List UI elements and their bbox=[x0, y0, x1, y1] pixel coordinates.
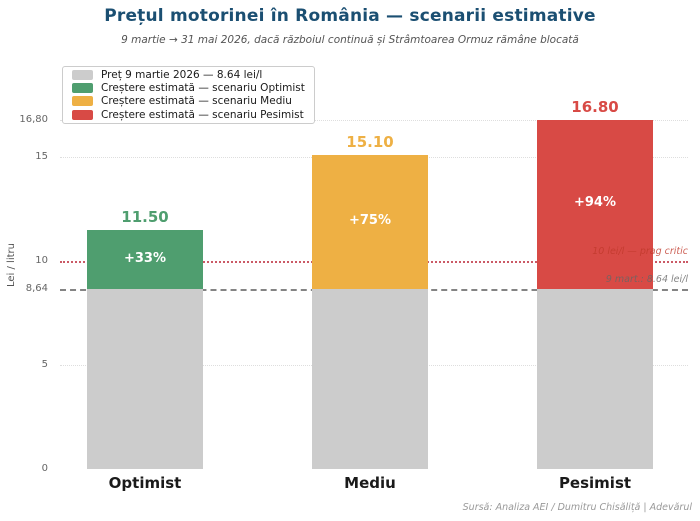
bar-increase-segment bbox=[312, 154, 428, 290]
bar-total-label: 11.50 bbox=[121, 207, 169, 226]
legend-swatch-icon bbox=[72, 69, 93, 80]
bar-total-label: 15.10 bbox=[346, 132, 394, 151]
legend-item-label: Creștere estimată — scenariu Mediu bbox=[101, 95, 292, 108]
bar-percent-label: +94% bbox=[573, 195, 616, 211]
legend-swatch-icon bbox=[72, 109, 93, 120]
legend-item-label: Creștere estimată — scenariu Pesimist bbox=[101, 108, 304, 121]
y-tick-label: 10 bbox=[35, 255, 48, 266]
y-tick-label: 8,64 bbox=[25, 283, 48, 295]
legend-item: Creștere estimată — scenariu Pesimist bbox=[72, 108, 305, 121]
chart-subtitle: 9 martie → 31 mai 2026, dacă războiul co… bbox=[121, 34, 579, 46]
x-category-label: Mediu bbox=[344, 474, 396, 492]
chart-title: Prețul motorinei în România — scenarii e… bbox=[104, 6, 596, 26]
reference-line-label: 9 mart.: 8.64 lei/l bbox=[605, 274, 688, 286]
bar-increase-segment bbox=[87, 229, 203, 290]
y-tick-label: 0 bbox=[41, 463, 48, 474]
legend-item-label: Creștere estimată — scenariu Optimist bbox=[101, 82, 305, 95]
x-category-label: Pesimist bbox=[558, 474, 632, 492]
bar-percent-label: +75% bbox=[348, 213, 391, 229]
x-category-label: Optimist bbox=[108, 474, 182, 492]
gridline bbox=[60, 119, 688, 121]
legend-item: Preț 9 martie 2026 — 8.64 lei/l bbox=[72, 68, 305, 81]
legend-box: Preț 9 martie 2026 — 8.64 lei/l Creștere … bbox=[62, 66, 315, 124]
y-tick-label: 16,80 bbox=[19, 113, 48, 125]
legend-item: Creștere estimată — scenariu Optimist bbox=[72, 81, 305, 94]
bar-base-segment bbox=[312, 289, 428, 469]
bar-base-segment bbox=[87, 289, 203, 469]
legend-item-label: Preț 9 martie 2026 — 8.64 lei/l bbox=[101, 68, 263, 81]
reference-line-label: 10 lei/l — prag critic bbox=[592, 246, 688, 257]
legend-swatch-icon bbox=[72, 83, 93, 94]
bar-increase-segment bbox=[537, 119, 653, 290]
y-tick-label: 15 bbox=[35, 151, 48, 162]
source-credit: Sursă: Analiza AEI / Dumitru Chisăliță |… bbox=[462, 502, 692, 513]
bar-total-label: 16.80 bbox=[571, 97, 619, 116]
bar-percent-label: +33% bbox=[123, 250, 166, 266]
legend-swatch-icon bbox=[72, 96, 93, 107]
y-tick-label: 5 bbox=[41, 359, 48, 370]
legend-item: Creștere estimată — scenariu Mediu bbox=[72, 95, 305, 108]
bar-base-segment bbox=[537, 289, 653, 469]
